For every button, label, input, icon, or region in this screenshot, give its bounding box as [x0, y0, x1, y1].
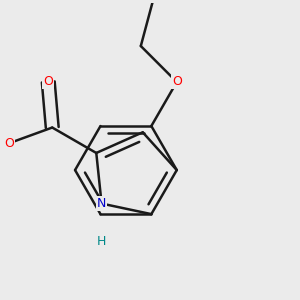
Text: O: O [4, 137, 14, 150]
Text: O: O [43, 75, 53, 88]
Text: O: O [172, 76, 182, 88]
Text: N: N [97, 197, 106, 210]
Text: H: H [97, 235, 106, 248]
